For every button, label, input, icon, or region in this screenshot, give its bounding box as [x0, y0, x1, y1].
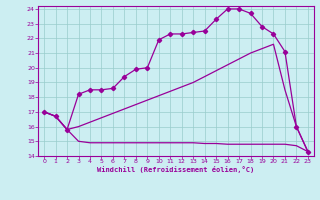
X-axis label: Windchill (Refroidissement éolien,°C): Windchill (Refroidissement éolien,°C)	[97, 166, 255, 173]
